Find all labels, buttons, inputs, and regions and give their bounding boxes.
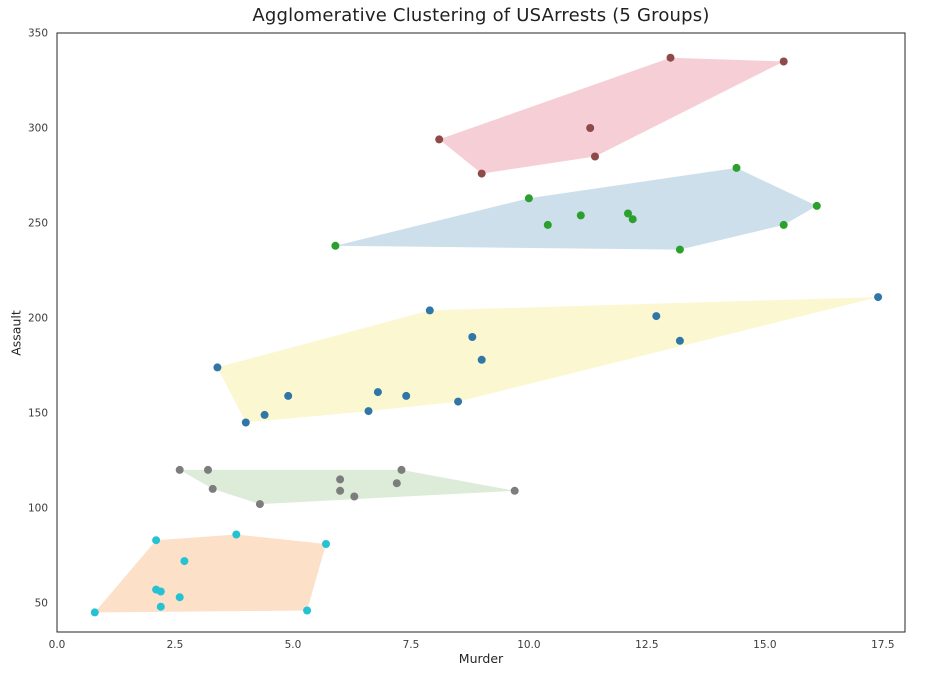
cluster-5-point	[322, 540, 330, 548]
y-tick-label: 50	[35, 598, 48, 610]
cluster-2-hull	[335, 167, 817, 250]
cluster-3-point	[477, 355, 486, 364]
cluster-2-point	[628, 215, 637, 224]
cluster-3-hull	[217, 297, 879, 423]
cluster-4-point	[255, 500, 264, 509]
cluster-3-point	[874, 293, 883, 302]
cluster-2-point	[732, 163, 741, 172]
cluster-3-point	[675, 336, 684, 345]
cluster-4-point	[510, 486, 519, 495]
cluster-3-point	[652, 312, 661, 321]
cluster-2-point	[812, 201, 821, 210]
cluster-4-point	[208, 484, 217, 493]
cluster-2-point	[779, 220, 788, 229]
cluster-3-point	[468, 333, 477, 341]
cluster-4-point	[336, 475, 345, 484]
x-tick-label: 12.5	[635, 639, 658, 651]
cluster-3-point	[241, 418, 250, 427]
cluster-5-hull	[94, 534, 326, 613]
cluster-5-point	[152, 536, 161, 545]
cluster-3-point	[260, 410, 269, 419]
cluster-4-point	[175, 465, 184, 474]
x-tick-label: 17.5	[871, 639, 894, 651]
y-tick-label: 300	[28, 123, 48, 135]
y-tick-label: 250	[28, 218, 48, 230]
cluster-2-point	[675, 245, 684, 254]
cluster-1-hull	[439, 57, 784, 174]
y-tick-label: 150	[28, 408, 48, 420]
cluster-2-point	[543, 220, 552, 229]
cluster-2-point	[624, 209, 632, 218]
cluster-4-point	[350, 492, 359, 501]
cluster-4-point	[204, 465, 212, 474]
y-tick-label: 200	[28, 313, 48, 325]
y-tick-label: 100	[28, 503, 48, 515]
x-tick-label: 5.0	[285, 639, 302, 651]
cluster-5-point	[303, 606, 312, 615]
x-tick-label: 10.0	[517, 639, 540, 651]
cluster-5-point	[90, 608, 99, 617]
x-tick-label: 7.5	[403, 639, 420, 651]
cluster-3-point	[425, 306, 434, 315]
cluster-3-point	[454, 397, 463, 406]
cluster-5-point	[232, 530, 241, 539]
y-axis-label: Assault	[8, 310, 24, 356]
x-tick-label: 15.0	[753, 639, 776, 651]
cluster-1-point	[435, 135, 444, 144]
cluster-1-point	[586, 124, 595, 132]
cluster-1-point	[591, 152, 599, 161]
cluster-4-hull	[179, 469, 515, 505]
y-tick-label: 350	[28, 28, 48, 40]
cluster-3-point	[284, 391, 293, 400]
cluster-1-point	[779, 57, 788, 66]
x-tick-label: 2.5	[167, 639, 184, 651]
cluster-3-point	[373, 388, 382, 397]
cluster-3-point	[213, 363, 222, 372]
axes-spines	[56, 32, 906, 633]
cluster-2-point	[576, 211, 585, 220]
chart-title: Agglomerative Clustering of USArrests (5…	[252, 5, 710, 26]
cluster-5-point	[175, 593, 184, 602]
cluster-3-point	[364, 407, 373, 416]
cluster-4-point	[397, 465, 406, 474]
x-tick-label: 0.0	[49, 639, 66, 651]
cluster-4-point	[336, 486, 345, 495]
cluster-1-point	[666, 53, 675, 62]
cluster-5-point	[156, 587, 165, 596]
cluster-5-point	[156, 602, 165, 611]
cluster-5-point	[180, 557, 189, 566]
cluster-2-point	[331, 241, 340, 250]
cluster-4-point	[392, 479, 401, 488]
cluster-2-point	[524, 194, 533, 203]
cluster-3-point	[402, 391, 411, 400]
cluster-1-point	[477, 169, 486, 178]
x-axis-label: Murder	[458, 651, 504, 666]
